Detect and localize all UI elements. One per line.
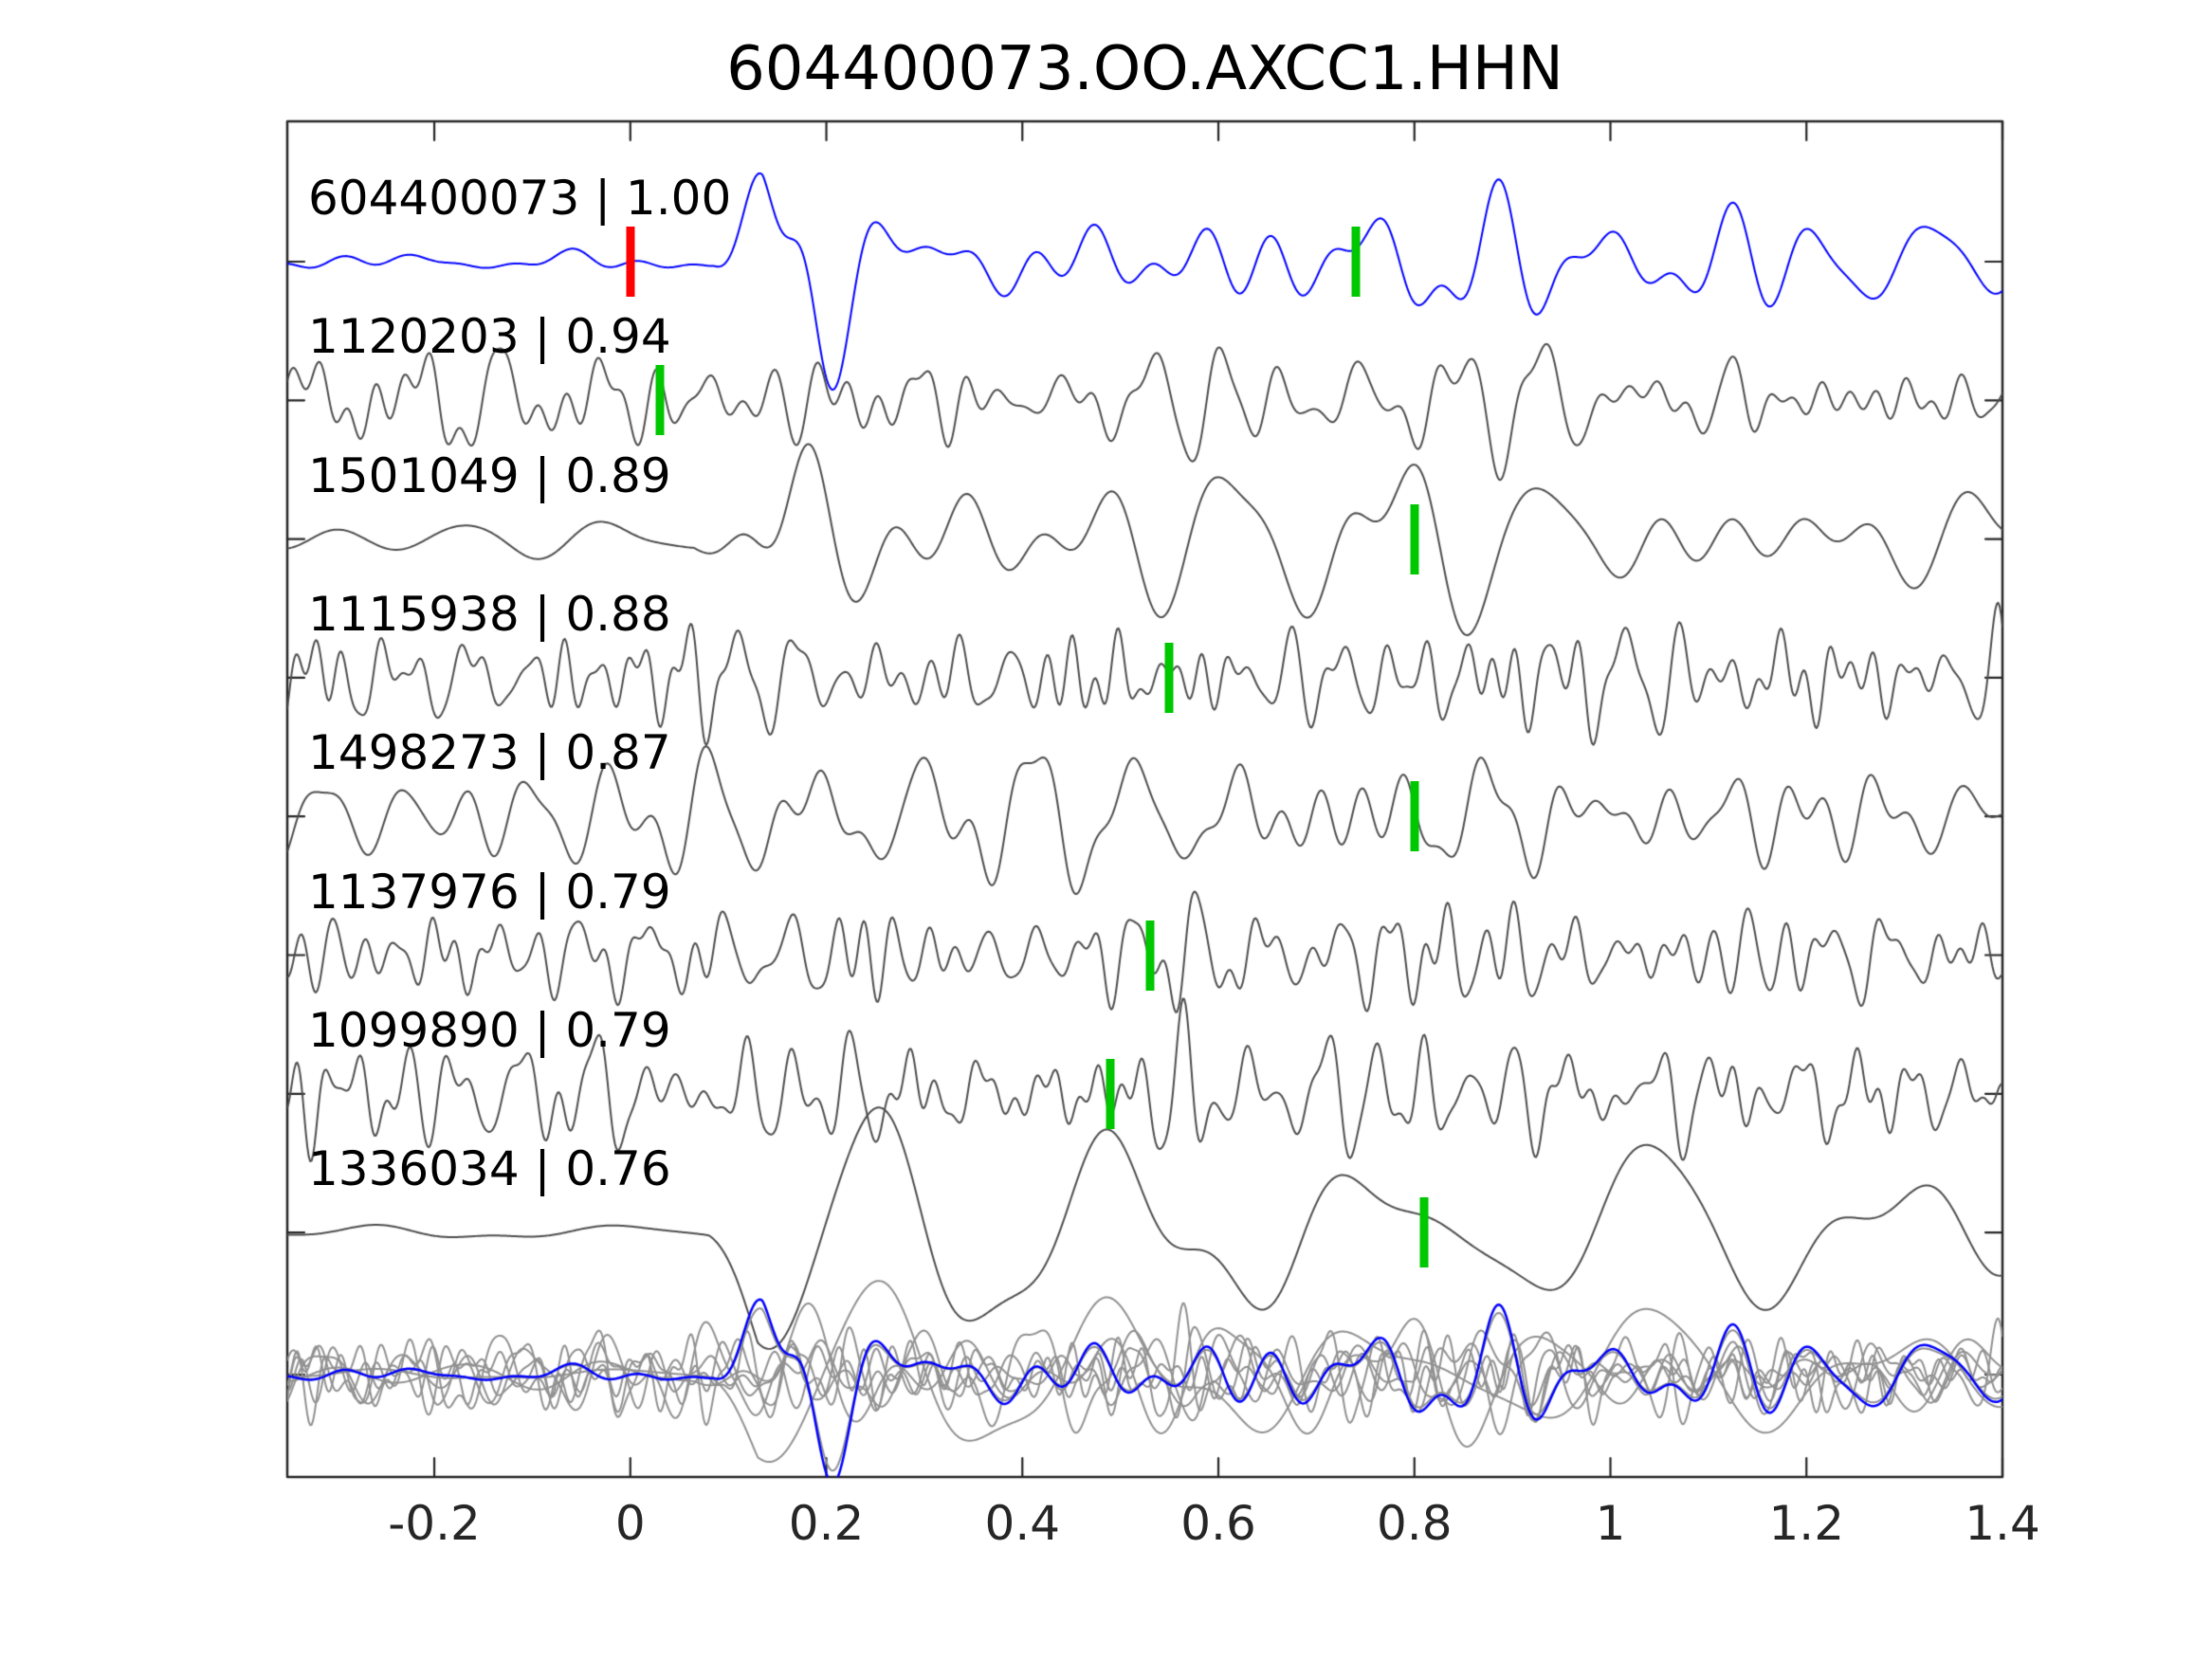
green-pick-marker [1145,920,1155,991]
red-pick-marker [626,227,635,297]
trace-label: 604400073 | 1.00 [308,171,732,226]
green-pick-marker [1164,642,1174,713]
chart-title: 604400073.OO.AXCC1.HHN [726,34,1563,104]
green-pick-marker [1351,227,1361,297]
x-tick-label: 1 [1595,1496,1626,1551]
trace-label: 1099890 | 0.79 [308,1002,671,1058]
x-tick-label: -0.2 [388,1496,481,1551]
trace-label: 1120203 | 0.94 [308,309,671,365]
green-pick-marker [655,365,665,436]
trace-label: 1498273 | 0.87 [308,725,671,781]
trace-label: 1137976 | 0.79 [308,864,671,920]
x-tick-label: 0 [614,1496,646,1551]
green-pick-marker [1106,1058,1115,1129]
x-tick-label: 0.6 [1180,1496,1256,1551]
x-tick-label: 0.2 [788,1496,865,1551]
trace-label: 1501049 | 0.89 [308,447,671,503]
x-tick-label: 0.8 [1377,1496,1453,1551]
x-tick-label: 1.4 [1965,1496,2040,1551]
green-pick-marker [1419,1197,1429,1268]
trace-label: 1115938 | 0.88 [308,586,671,642]
green-pick-marker [1410,503,1419,574]
x-tick-label: 0.4 [984,1496,1061,1551]
trace-label: 1336034 | 0.76 [308,1141,671,1197]
green-pick-marker [1410,781,1419,852]
x-tick-label: 1.2 [1768,1496,1845,1551]
